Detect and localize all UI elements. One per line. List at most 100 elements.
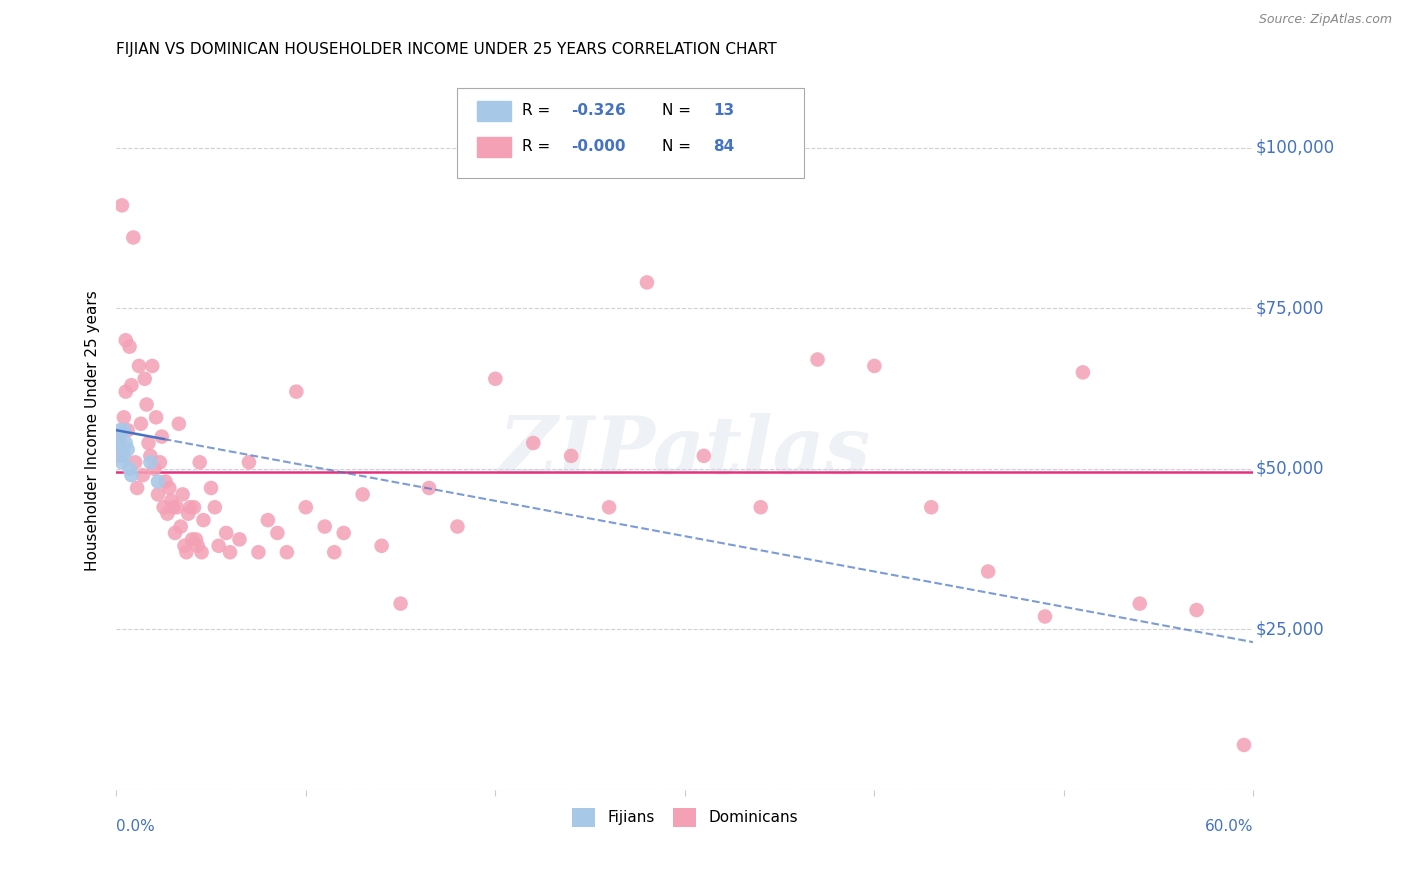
Text: -0.000: -0.000: [571, 139, 626, 154]
Point: [127, 481, 149, 495]
Point: [598, 500, 620, 515]
Point: [522, 436, 544, 450]
Point: [160, 493, 183, 508]
Point: [118, 461, 141, 475]
Point: [156, 507, 179, 521]
Point: [114, 436, 136, 450]
Point: [111, 442, 134, 457]
Point: [184, 533, 207, 547]
Point: [111, 198, 134, 212]
Point: [114, 384, 136, 399]
Point: [1129, 597, 1152, 611]
Point: [200, 481, 222, 495]
Point: [352, 487, 374, 501]
Y-axis label: Householder Income Under 25 years: Householder Income Under 25 years: [86, 290, 100, 571]
Point: [128, 359, 150, 373]
FancyBboxPatch shape: [457, 88, 804, 178]
Point: [146, 487, 169, 501]
Point: [1185, 603, 1208, 617]
Point: [170, 519, 193, 533]
Point: [247, 545, 270, 559]
Point: [149, 455, 172, 469]
Point: [183, 500, 205, 515]
Point: [920, 500, 942, 515]
Text: N =: N =: [662, 103, 696, 119]
Point: [157, 481, 180, 495]
Point: [193, 513, 215, 527]
Text: 13: 13: [713, 103, 734, 119]
Point: [107, 429, 129, 443]
Point: [389, 597, 412, 611]
Point: [215, 525, 238, 540]
Point: [190, 545, 212, 559]
Point: [124, 455, 146, 469]
Point: [139, 455, 162, 469]
Point: [977, 565, 1000, 579]
Text: $25,000: $25,000: [1256, 620, 1324, 639]
Text: $75,000: $75,000: [1256, 299, 1324, 318]
Point: [332, 525, 354, 540]
Point: [370, 539, 392, 553]
Point: [117, 442, 139, 457]
Text: N =: N =: [662, 139, 696, 154]
Point: [1071, 365, 1094, 379]
Point: [120, 468, 142, 483]
Point: [112, 423, 135, 437]
Point: [484, 372, 506, 386]
Point: [163, 525, 186, 540]
Point: [204, 500, 226, 515]
Point: [172, 487, 194, 501]
Point: [138, 436, 160, 450]
Point: [446, 519, 468, 533]
Point: [150, 429, 173, 443]
Bar: [477, 101, 510, 120]
Point: [141, 359, 163, 373]
Point: [806, 352, 828, 367]
Point: [177, 507, 200, 521]
Text: R =: R =: [522, 139, 555, 154]
Point: [257, 513, 280, 527]
Point: [323, 545, 346, 559]
Point: [143, 461, 166, 475]
Text: -0.326: -0.326: [571, 103, 626, 119]
Text: 0.0%: 0.0%: [117, 819, 155, 834]
Point: [228, 533, 250, 547]
Point: [266, 525, 288, 540]
Point: [188, 455, 211, 469]
Point: [146, 475, 169, 489]
Point: [112, 449, 135, 463]
Text: ZIPatlas: ZIPatlas: [499, 413, 870, 491]
Point: [155, 475, 177, 489]
Point: [111, 455, 134, 469]
Text: Source: ZipAtlas.com: Source: ZipAtlas.com: [1258, 13, 1392, 27]
Point: [134, 372, 156, 386]
Text: $100,000: $100,000: [1256, 138, 1334, 156]
Point: [179, 500, 201, 515]
Point: [187, 539, 209, 553]
Point: [114, 333, 136, 347]
Point: [108, 423, 131, 437]
Point: [693, 449, 716, 463]
Text: $50,000: $50,000: [1256, 459, 1324, 478]
Point: [418, 481, 440, 495]
Point: [122, 230, 145, 244]
Point: [636, 276, 658, 290]
Point: [167, 417, 190, 431]
Point: [108, 436, 131, 450]
Point: [145, 410, 167, 425]
Point: [166, 500, 188, 515]
Point: [207, 539, 229, 553]
Point: [139, 449, 162, 463]
Point: [162, 500, 184, 515]
Point: [276, 545, 298, 559]
Point: [120, 378, 142, 392]
Point: [176, 545, 198, 559]
Point: [108, 449, 131, 463]
Point: [181, 533, 204, 547]
Text: 60.0%: 60.0%: [1205, 819, 1254, 834]
Legend: Fijians, Dominicans: Fijians, Dominicans: [567, 802, 804, 832]
Point: [117, 423, 139, 437]
Point: [238, 455, 260, 469]
Point: [1233, 738, 1256, 752]
Bar: [477, 136, 510, 157]
